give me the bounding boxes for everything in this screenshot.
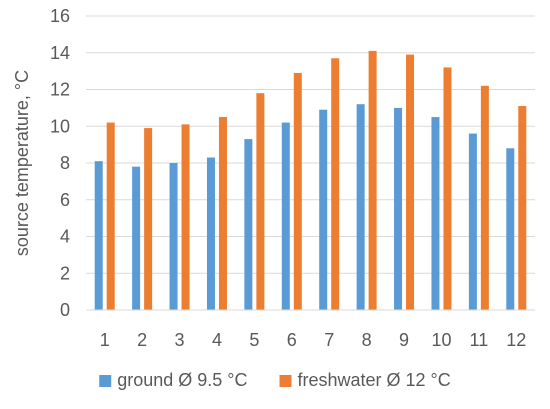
- bar-series2-cat-12: [518, 106, 527, 310]
- x-tick-labels: 1 2 3 4 5 6 7 8 9 10 11 12: [100, 330, 527, 350]
- y-tick-label-10: 10: [50, 116, 70, 136]
- y-tick-label-16: 16: [50, 6, 70, 26]
- bar-series2-cat-1: [106, 122, 115, 310]
- bar-series1-cat-11: [468, 133, 477, 310]
- bar-series2-cat-10: [443, 67, 452, 310]
- bar-series2-cat-2: [144, 128, 153, 310]
- gridlines: [86, 15, 535, 274]
- legend-item-series2: freshwater Ø 12 °C: [279, 370, 451, 390]
- y-tick-label-0: 0: [60, 300, 70, 320]
- x-tick-label-11: 11: [470, 330, 489, 350]
- bar-series2-cat-6: [293, 72, 302, 311]
- y-axis-title: source temperature, °C: [12, 70, 32, 256]
- x-tick-label-7: 7: [324, 330, 334, 350]
- bar-series1-cat-6: [281, 122, 290, 310]
- legend: ground Ø 9.5 °C freshwater Ø 12 °C: [99, 370, 451, 390]
- bar-series1-cat-8: [356, 104, 365, 310]
- bar-series2-cat-3: [181, 124, 190, 310]
- bar-series1-cat-1: [94, 161, 103, 310]
- x-tick-label-2: 2: [137, 330, 147, 350]
- x-tick-label-8: 8: [362, 330, 372, 350]
- bar-series1-cat-4: [206, 157, 215, 310]
- bar-series2-cat-4: [218, 117, 227, 310]
- bar-series1-cat-5: [244, 139, 253, 310]
- bar-series1-cat-9: [394, 107, 403, 310]
- bar-series1-cat-3: [169, 163, 178, 310]
- y-tick-label-8: 8: [60, 153, 70, 173]
- bar-series1-cat-10: [431, 117, 440, 310]
- bar-series2-cat-7: [331, 58, 340, 311]
- x-tick-label-6: 6: [287, 330, 297, 350]
- x-tick-label-1: 1: [100, 330, 110, 350]
- y-tick-label-2: 2: [60, 263, 70, 283]
- x-tick-label-4: 4: [212, 330, 222, 350]
- legend-swatch-series2: [279, 375, 292, 387]
- bar-series2-cat-9: [406, 54, 415, 311]
- bar-series2-cat-11: [480, 85, 489, 310]
- legend-label-series1: ground Ø 9.5 °C: [117, 370, 247, 390]
- y-tick-labels: 0 2 4 6 8 10 12 14 16: [50, 6, 70, 320]
- bar-series1-cat-12: [506, 148, 515, 310]
- x-tick-label-12: 12: [506, 330, 526, 350]
- x-tick-label-10: 10: [431, 330, 451, 350]
- legend-swatch-series1: [99, 375, 112, 387]
- legend-item-series1: ground Ø 9.5 °C: [99, 370, 248, 390]
- bars: [94, 50, 527, 311]
- bar-series2-cat-8: [368, 50, 377, 310]
- bar-series1-cat-2: [132, 166, 141, 310]
- x-tick-label-5: 5: [249, 330, 259, 350]
- legend-label-series2: freshwater Ø 12 °C: [298, 370, 451, 390]
- y-tick-label-6: 6: [60, 190, 70, 210]
- y-tick-label-14: 14: [50, 43, 70, 63]
- bar-series2-cat-5: [256, 93, 265, 310]
- y-tick-label-12: 12: [50, 80, 70, 100]
- x-tick-label-3: 3: [175, 330, 185, 350]
- x-tick-label-9: 9: [399, 330, 409, 350]
- y-tick-label-4: 4: [60, 227, 70, 247]
- bar-series1-cat-7: [319, 109, 328, 311]
